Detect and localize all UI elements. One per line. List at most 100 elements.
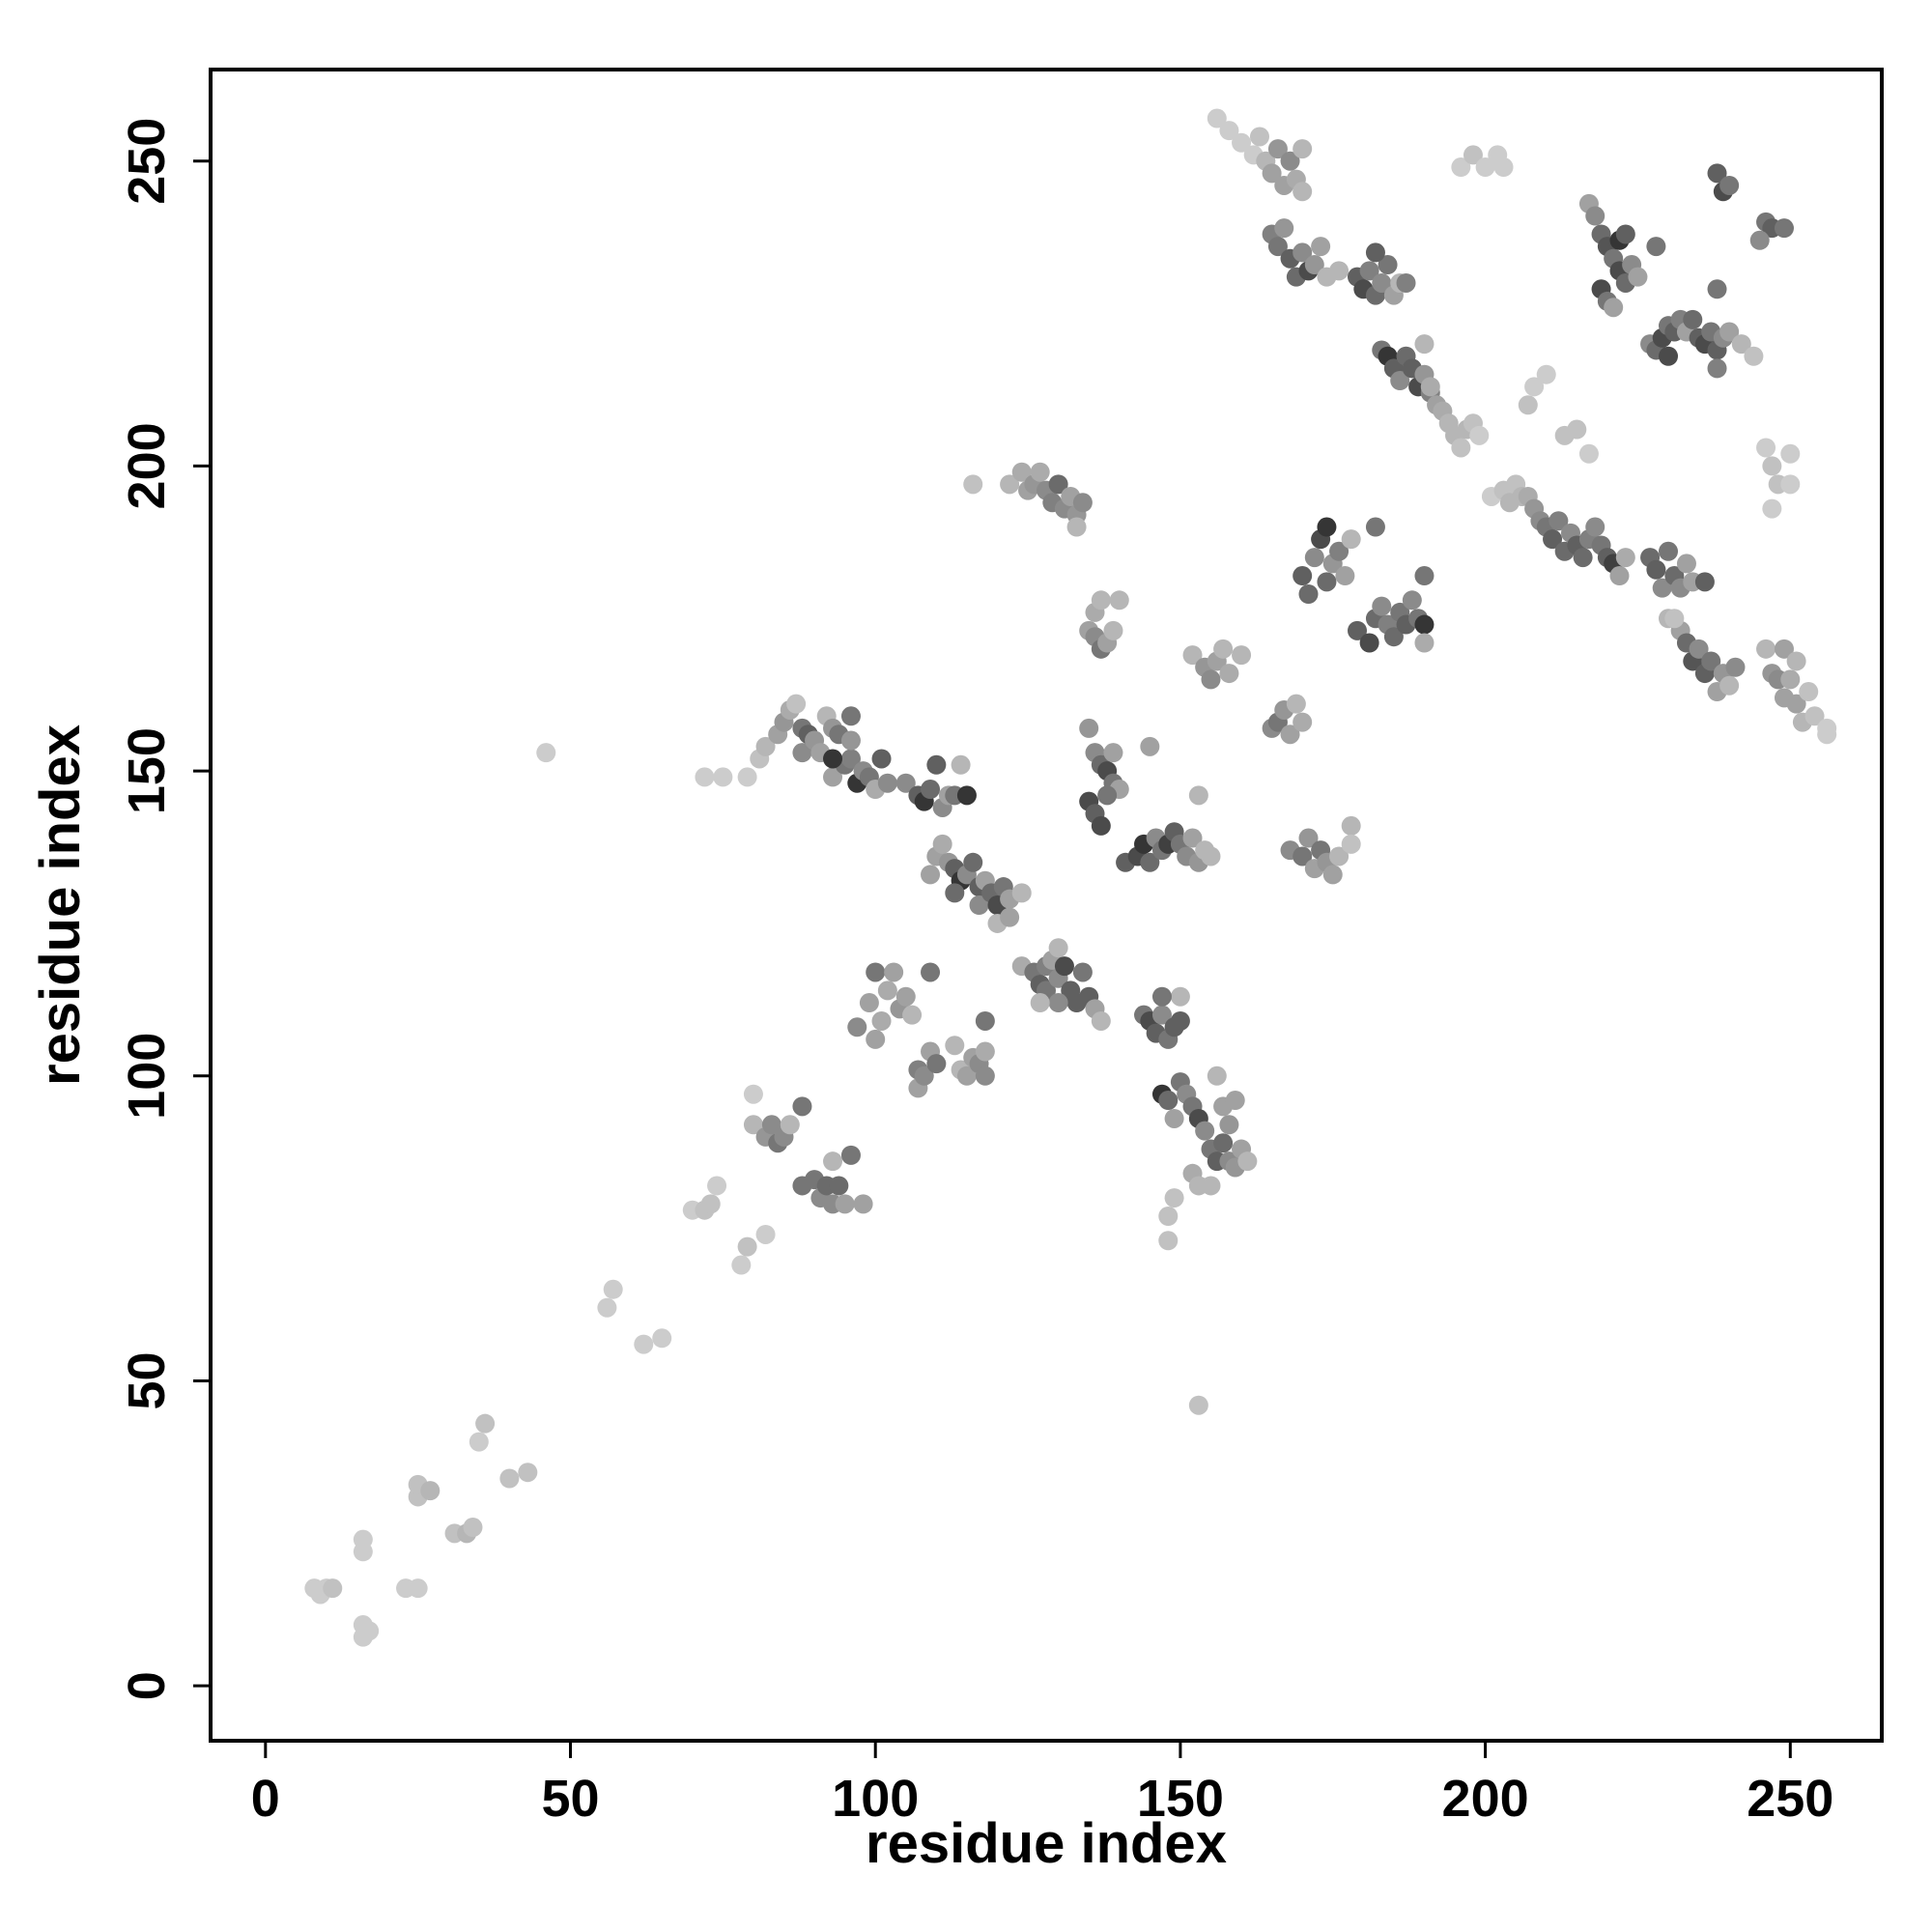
data-point xyxy=(1524,377,1545,397)
data-point xyxy=(1182,645,1203,666)
data-point xyxy=(921,780,941,800)
data-point xyxy=(1762,456,1782,476)
data-point xyxy=(951,754,971,775)
data-point xyxy=(1646,237,1666,257)
data-point xyxy=(1756,639,1776,659)
data-point xyxy=(956,785,977,806)
data-point xyxy=(1170,1010,1190,1031)
data-point xyxy=(1293,712,1313,732)
data-point xyxy=(1000,907,1020,927)
data-point xyxy=(1267,237,1288,257)
data-point xyxy=(755,736,776,756)
data-point xyxy=(1573,548,1593,568)
data-point xyxy=(1195,1121,1215,1141)
data-point xyxy=(1188,1395,1208,1415)
data-point xyxy=(1072,962,1093,982)
data-point xyxy=(1664,609,1685,629)
data-point xyxy=(1097,785,1118,806)
data-point xyxy=(853,1194,873,1214)
data-point xyxy=(1213,639,1234,659)
data-point xyxy=(840,706,861,726)
x-tick-label: 50 xyxy=(541,1770,599,1828)
data-point xyxy=(823,749,843,769)
data-point xyxy=(871,1010,892,1031)
data-point xyxy=(1786,694,1806,714)
data-point xyxy=(1267,139,1288,159)
data-point xyxy=(603,1279,623,1299)
data-point xyxy=(1469,425,1490,445)
data-point xyxy=(1030,462,1050,482)
data-point xyxy=(1329,261,1350,281)
data-point xyxy=(1604,298,1624,318)
data-point xyxy=(737,767,757,787)
data-point xyxy=(1396,272,1416,293)
data-point xyxy=(1103,620,1123,640)
data-point xyxy=(1414,633,1435,653)
data-point xyxy=(1066,517,1087,537)
data-point xyxy=(1659,541,1679,561)
data-point xyxy=(755,1224,776,1244)
x-tick-label: 250 xyxy=(1747,1770,1833,1828)
data-point xyxy=(1219,121,1239,141)
y-tick-label: 100 xyxy=(118,1033,176,1120)
data-point xyxy=(1615,224,1635,244)
data-point xyxy=(463,1518,483,1538)
y-axis-title: residue index xyxy=(29,724,92,1086)
data-point xyxy=(1304,548,1324,568)
data-point xyxy=(969,895,989,915)
data-point xyxy=(1329,541,1350,561)
data-point xyxy=(652,1328,672,1349)
data-point xyxy=(1262,163,1282,184)
data-point xyxy=(1103,743,1123,763)
data-point xyxy=(1628,267,1648,287)
data-point xyxy=(786,694,807,714)
data-point xyxy=(1225,1091,1245,1111)
data-point xyxy=(835,1194,855,1214)
data-point xyxy=(1372,272,1392,293)
data-point xyxy=(1232,645,1252,666)
data-point xyxy=(1091,590,1111,611)
data-point xyxy=(945,1036,965,1056)
data-point xyxy=(975,1010,995,1031)
data-point xyxy=(408,1578,428,1599)
data-point xyxy=(1317,517,1337,537)
data-point xyxy=(871,749,892,769)
data-point xyxy=(792,1096,812,1117)
data-point xyxy=(1719,322,1740,342)
data-point xyxy=(1293,566,1313,586)
data-point xyxy=(921,962,941,982)
data-point xyxy=(1694,572,1715,592)
data-point xyxy=(1780,443,1801,464)
data-point xyxy=(1207,108,1227,128)
data-point xyxy=(895,773,916,793)
data-point xyxy=(1280,724,1300,745)
data-point xyxy=(597,1297,617,1318)
data-point xyxy=(1201,669,1221,690)
data-point xyxy=(1609,566,1630,586)
data-point xyxy=(1817,724,1837,745)
data-point xyxy=(499,1468,520,1489)
data-point xyxy=(1359,261,1379,281)
data-point xyxy=(1348,620,1368,640)
data-point xyxy=(1011,883,1032,903)
data-point xyxy=(1780,474,1801,495)
data-point xyxy=(1341,529,1361,550)
data-point xyxy=(1293,139,1313,159)
data-point xyxy=(1000,474,1020,495)
data-point xyxy=(536,743,556,763)
data-point xyxy=(1615,548,1635,568)
data-point xyxy=(866,962,886,982)
data-point xyxy=(1536,364,1556,384)
y-tick-label: 200 xyxy=(118,422,176,509)
data-point xyxy=(1548,511,1569,531)
data-point xyxy=(634,1334,654,1354)
data-point xyxy=(1054,956,1074,977)
data-point xyxy=(1170,986,1190,1007)
data-point xyxy=(1359,633,1379,653)
data-point xyxy=(1420,377,1440,397)
data-point xyxy=(1585,517,1605,537)
data-point xyxy=(1719,675,1740,696)
data-point xyxy=(1585,206,1605,226)
data-point xyxy=(1707,163,1727,184)
